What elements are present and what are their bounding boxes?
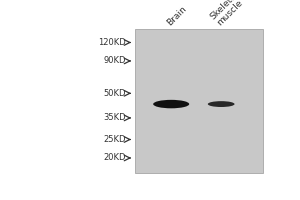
- Ellipse shape: [153, 100, 189, 108]
- Text: 50KD: 50KD: [103, 89, 126, 98]
- Text: Brain: Brain: [165, 5, 188, 28]
- Bar: [135, 29, 263, 173]
- Text: 20KD: 20KD: [103, 153, 126, 162]
- Text: 120KD: 120KD: [98, 38, 126, 47]
- Text: Skeletal
muscle: Skeletal muscle: [208, 0, 247, 28]
- Text: 90KD: 90KD: [103, 56, 126, 65]
- Text: 25KD: 25KD: [103, 135, 126, 144]
- Ellipse shape: [208, 101, 235, 107]
- Text: 35KD: 35KD: [103, 113, 126, 122]
